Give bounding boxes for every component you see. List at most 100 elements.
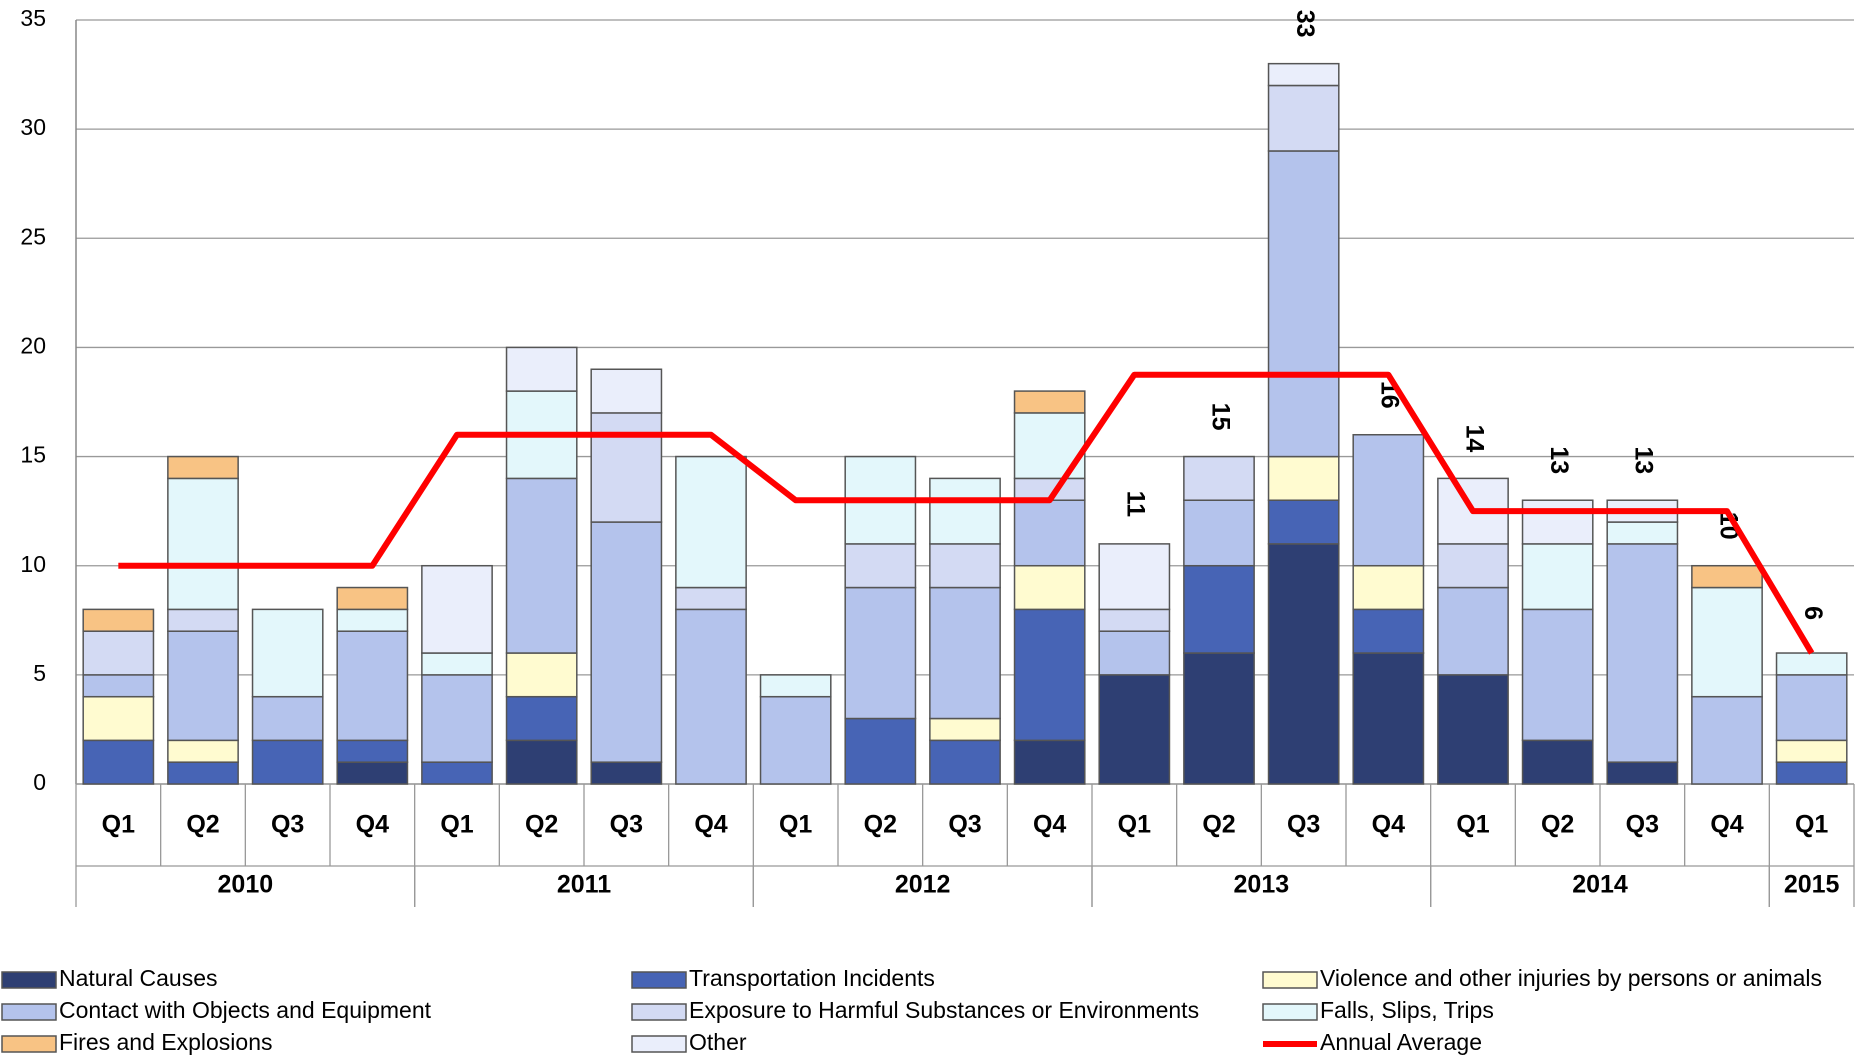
y-tick-label: 15 <box>20 442 46 468</box>
total-label: 13 <box>1630 446 1658 474</box>
bar-segment <box>1098 674 1171 785</box>
year-label: 2011 <box>557 871 611 899</box>
bar-segment <box>1691 695 1763 785</box>
bar-segment <box>82 608 155 632</box>
bar-segment <box>929 739 1001 785</box>
bar-segment <box>1013 499 1086 567</box>
bar-segment <box>82 739 155 785</box>
x-tick-label: Q3 <box>1287 811 1320 839</box>
x-tick-label: Q1 <box>1118 811 1151 839</box>
bar-segment <box>590 761 663 785</box>
bar-segment <box>251 608 324 698</box>
x-tick-label: Q3 <box>1626 811 1659 839</box>
bar-segment <box>675 608 747 785</box>
legend-label: Falls, Slips, Trips <box>1320 997 1494 1023</box>
bar-segment <box>590 412 663 523</box>
bar-segment <box>1098 543 1171 611</box>
legend-swatch <box>631 971 687 989</box>
bar-segment <box>82 674 155 698</box>
bar-segment <box>1013 608 1086 742</box>
legend-label: Annual Average <box>1320 1029 1482 1055</box>
bar-segment <box>421 674 493 763</box>
bar-segment <box>167 630 239 742</box>
year-label: 2012 <box>895 871 951 899</box>
total-label: 15 <box>1206 403 1234 431</box>
bar-segment <box>336 630 409 742</box>
bar-segment <box>336 586 409 611</box>
bar-segment <box>1267 62 1340 87</box>
bar-segment <box>505 739 578 785</box>
legend-swatch <box>631 1003 687 1021</box>
legend-swatch <box>1 971 57 989</box>
x-tick-label: Q3 <box>610 811 643 839</box>
total-label: 13 <box>1545 446 1573 474</box>
legend-label: Fires and Explosions <box>59 1029 273 1055</box>
bar-segment <box>251 739 324 785</box>
bar-segment <box>1691 564 1763 589</box>
legend-label: Exposure to Harmful Substances or Enviro… <box>689 997 1199 1023</box>
y-tick-label: 5 <box>33 660 46 686</box>
bar-segment <box>167 608 239 632</box>
bar-segment <box>1183 564 1255 654</box>
x-tick-label: Q2 <box>1541 811 1574 839</box>
total-label: 11 <box>1122 491 1150 518</box>
x-tick-label: Q1 <box>1456 811 1489 839</box>
bar-segment <box>505 695 578 742</box>
bar-segment <box>1606 761 1679 785</box>
bar-segment <box>929 586 1001 720</box>
bar-segment <box>336 608 409 632</box>
bar-segment <box>1606 521 1679 545</box>
bar-segment <box>1775 761 1848 785</box>
x-tick-label: Q2 <box>1202 811 1235 839</box>
y-tick-label: 35 <box>20 5 46 31</box>
x-tick-label: Q1 <box>779 811 812 839</box>
bar-segment <box>421 761 493 785</box>
bar-segment <box>1352 433 1425 567</box>
legend-label: Violence and other injuries by persons o… <box>1320 965 1822 991</box>
bar-segment <box>590 521 663 763</box>
bar-segment <box>1521 739 1594 785</box>
y-tick-label: 10 <box>20 551 46 577</box>
x-tick-label: Q2 <box>864 811 897 839</box>
bar-segment <box>82 630 155 676</box>
year-label: 2014 <box>1572 871 1628 899</box>
bar-segment <box>1267 150 1340 458</box>
bar-segment <box>675 586 747 611</box>
legend-label: Other <box>689 1029 747 1055</box>
x-tick-label: Q2 <box>525 811 558 839</box>
bar-segment <box>1352 564 1425 611</box>
bar-segment <box>336 739 409 763</box>
bar-segment <box>590 368 663 414</box>
bar-segment <box>1775 674 1848 742</box>
year-label: 2010 <box>218 871 274 899</box>
bar-segment <box>1013 564 1086 611</box>
total-label: 6 <box>1799 606 1827 620</box>
bar-segment <box>1183 455 1255 501</box>
total-label: 14 <box>1460 424 1488 452</box>
bar-segment <box>505 652 578 698</box>
bar-segment <box>1183 499 1255 567</box>
bar-segment <box>167 739 239 763</box>
bar-segment <box>1267 543 1340 785</box>
x-tick-label: Q3 <box>948 811 981 839</box>
y-tick-label: 0 <box>33 769 46 795</box>
bar-segment <box>675 455 747 589</box>
bar-segment <box>1437 543 1509 589</box>
x-tick-label: Q2 <box>186 811 219 839</box>
x-tick-label: Q4 <box>356 811 389 839</box>
legend-swatch <box>1262 1003 1318 1021</box>
x-tick-label: Q1 <box>440 811 473 839</box>
bar-segment <box>1098 608 1171 632</box>
bar-segment <box>1267 84 1340 152</box>
bar-segment <box>1013 739 1086 785</box>
x-tick-label: Q4 <box>1372 811 1405 839</box>
bar-segment <box>421 564 493 654</box>
bar-segment <box>1521 499 1594 545</box>
total-label: 33 <box>1291 10 1319 38</box>
legend-label: Transportation Incidents <box>689 965 935 991</box>
bar-segment <box>1267 499 1340 545</box>
bar-segment <box>1183 652 1255 785</box>
bar-segment <box>1352 608 1425 654</box>
bar-segment <box>505 477 578 654</box>
